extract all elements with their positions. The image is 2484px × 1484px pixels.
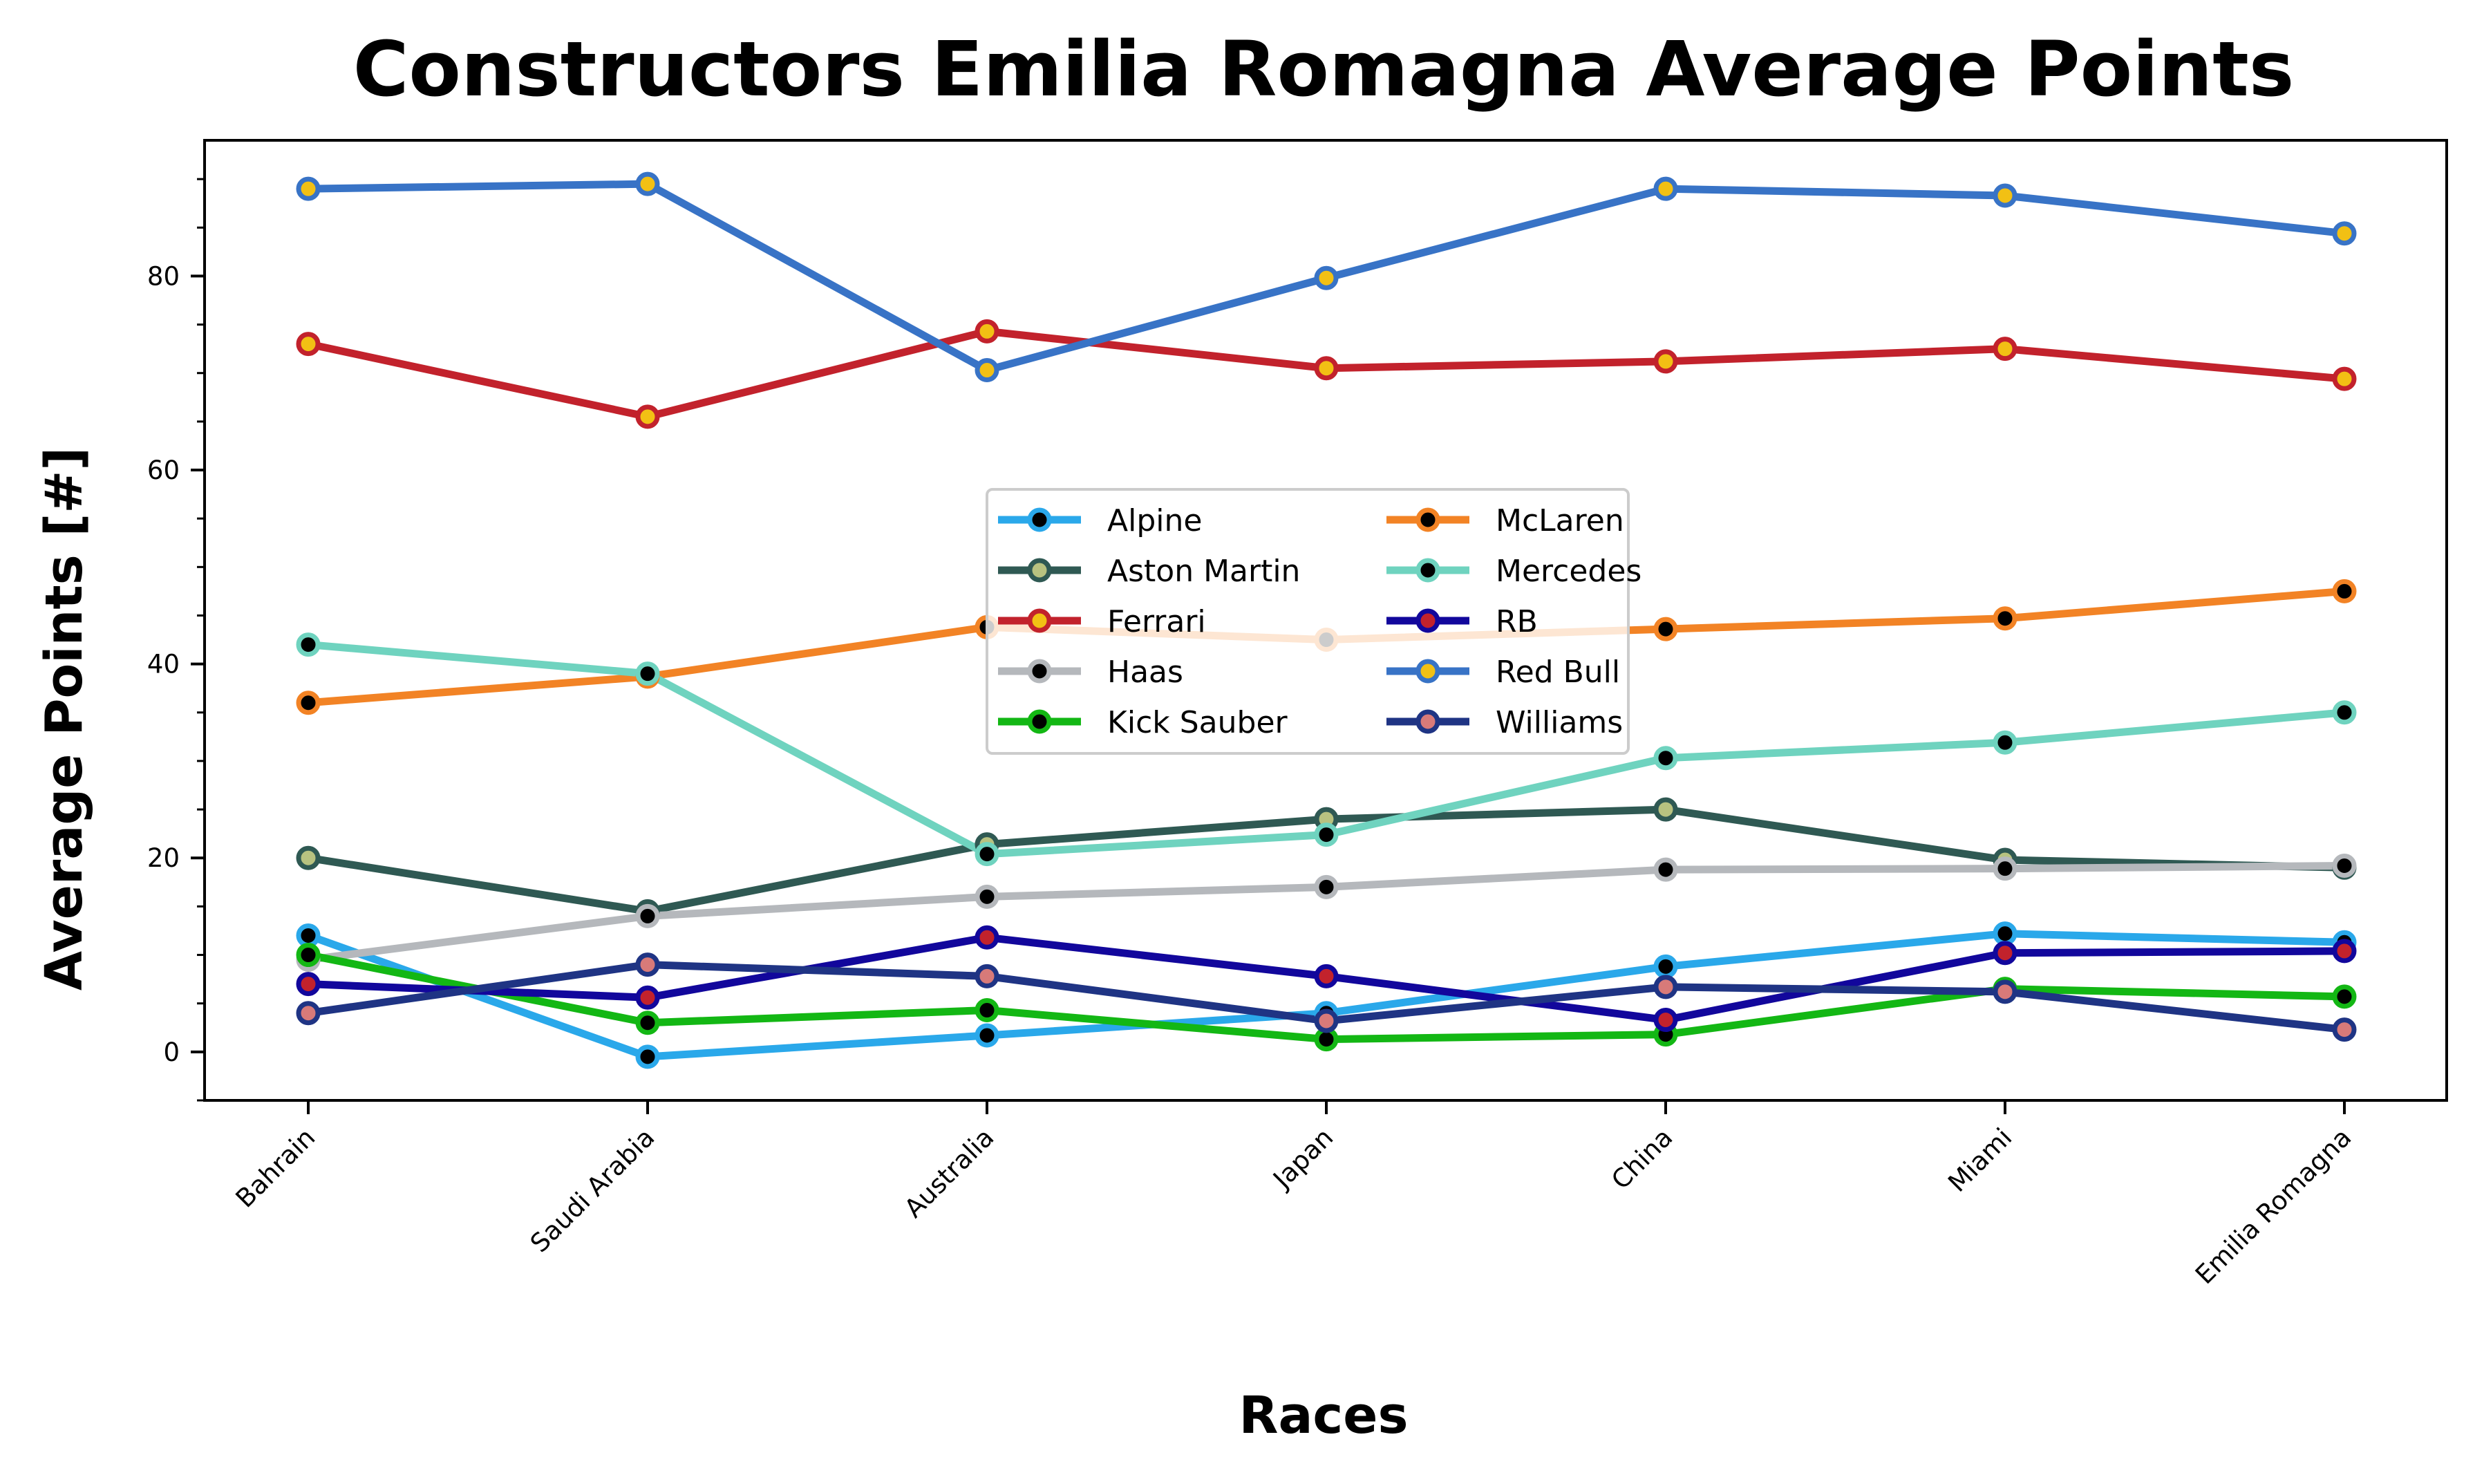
data-point-haas [1653,857,1678,882]
data-point-red-bull [1314,265,1339,290]
legend-marker-mclaren [1415,507,1440,532]
data-point-alpine [1993,921,2017,946]
data-point-ferrari [296,332,321,357]
data-point-mclaren [2332,579,2357,603]
data-point-rb [975,925,999,950]
legend-marker-williams [1415,709,1440,734]
x-axis-label: Races [1239,1386,1408,1445]
legend-label-mclaren: McLaren [1496,503,1624,538]
y-tick-label: 60 [147,455,180,485]
data-point-alpine [1653,954,1678,979]
legend-label-ferrari: Ferrari [1107,604,1206,639]
data-point-haas [1314,874,1339,899]
data-point-mercedes [2332,700,2357,725]
data-point-haas [635,903,660,928]
data-point-red-bull [975,358,999,383]
data-point-kick-sauber [296,943,321,968]
legend-label-mercedes: Mercedes [1496,554,1641,589]
data-point-rb [1993,941,2017,966]
legend-label-kick-sauber: Kick Sauber [1107,705,1288,740]
x-tick-label: Japan [1267,1123,1339,1195]
legend-label-haas: Haas [1107,655,1183,690]
data-point-ferrari [2332,366,2357,391]
legend-box [986,488,1630,755]
data-point-ferrari [975,319,999,344]
legend-marker-ferrari [1027,608,1052,633]
x-tick-label: Miami [1942,1123,2017,1198]
legend-marker-red-bull [1415,659,1440,684]
x-tick-label: Bahrain [230,1123,321,1214]
data-point-mclaren [1993,606,2017,631]
legend-marker-aston-martin [1027,558,1052,583]
legend-marker-mercedes [1415,558,1440,583]
data-point-williams [975,964,999,988]
data-point-aston-martin [296,845,321,870]
x-tick-label: Australia [898,1123,999,1223]
data-point-red-bull [296,176,321,201]
legend-label-alpine: Alpine [1107,503,1202,538]
data-point-rb [635,985,660,1010]
data-point-mercedes [296,632,321,657]
legend-label-rb: RB [1496,604,1538,639]
data-point-williams [635,952,660,977]
data-point-williams [1993,979,2017,1004]
data-point-alpine [635,1044,660,1069]
data-point-haas [975,884,999,909]
data-point-alpine [975,1023,999,1048]
legend-label-williams: Williams [1496,705,1623,740]
legend-label-red-bull: Red Bull [1496,655,1620,690]
legend-marker-haas [1027,659,1052,684]
data-point-red-bull [1993,183,2017,208]
data-point-williams [2332,1017,2357,1042]
x-tick-label: Saudi Arabia [525,1123,660,1258]
data-point-ferrari [635,404,660,429]
data-point-kick-sauber [975,998,999,1023]
y-tick-label: 40 [147,650,180,679]
y-tick-label: 80 [147,261,180,291]
x-tick-label: Emilia Romagna [2190,1123,2357,1290]
data-point-rb [1314,964,1339,988]
data-point-williams [296,1001,321,1026]
data-point-ferrari [1993,337,2017,361]
data-point-mercedes [635,661,660,686]
y-axis-label: Average Points [#] [35,447,94,990]
legend: Alpine Aston Martin Ferrari Haas Kick Sauber… [986,488,1641,755]
data-point-haas [1993,856,2017,881]
data-point-kick-sauber [2332,984,2357,1009]
data-point-rb [1653,1008,1678,1033]
y-tick-label: 20 [147,843,180,873]
legend-marker-rb [1415,608,1440,633]
data-point-ferrari [1314,356,1339,381]
data-point-rb [2332,939,2357,964]
data-point-alpine [296,923,321,948]
data-point-rb [296,972,321,997]
data-point-mercedes [1653,746,1678,771]
x-tick-label: China [1606,1123,1678,1195]
data-point-red-bull [2332,221,2357,246]
data-point-aston-martin [1653,797,1678,822]
data-point-haas [2332,853,2357,878]
data-point-mclaren [296,691,321,715]
legend-marker-kick-sauber [1027,709,1052,734]
legend-marker-alpine [1027,507,1052,532]
y-tick-label: 0 [163,1037,180,1067]
data-point-mercedes [1314,823,1339,847]
data-point-kick-sauber [635,1011,660,1035]
data-point-red-bull [1653,176,1678,201]
legend-label-aston-martin: Aston Martin [1107,554,1300,589]
data-point-williams [1653,975,1678,999]
data-point-red-bull [635,171,660,196]
data-point-mercedes [975,842,999,867]
data-point-mercedes [1993,730,2017,755]
data-point-mclaren [1653,617,1678,641]
data-point-williams [1314,1008,1339,1033]
data-point-ferrari [1653,349,1678,374]
chart-title: Constructors Emilia Romagna Average Poin… [353,25,2295,113]
